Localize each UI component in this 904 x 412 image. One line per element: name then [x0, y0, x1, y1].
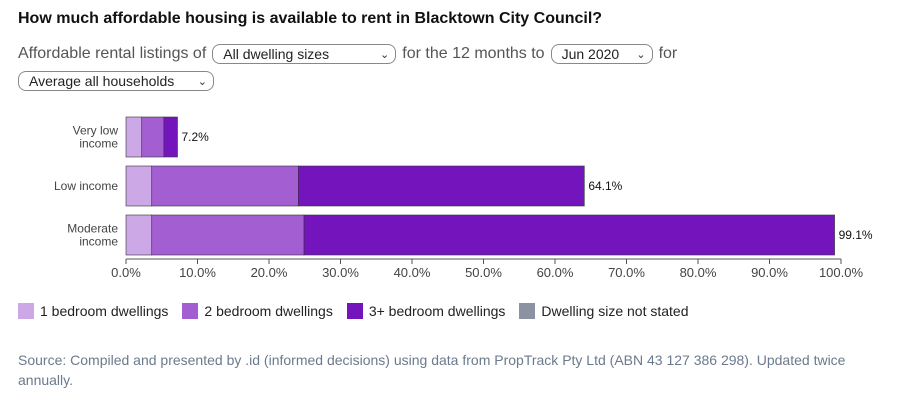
bar-segment: [303, 214, 835, 256]
legend-item: 1 bedroom dwellings: [18, 303, 168, 319]
category-label: Moderate income: [67, 222, 118, 249]
chevron-down-icon: ⌄: [197, 75, 207, 88]
x-tick-label: 80.0%: [680, 265, 717, 280]
x-tick-label: 60.0%: [537, 265, 574, 280]
x-tick-label: 20.0%: [251, 265, 288, 280]
bar-total-label: 99.1%: [839, 228, 873, 242]
bar-total-label: 7.2%: [181, 130, 209, 144]
filter-sentence-line2: Average all households ⌄: [18, 71, 214, 91]
x-tick-label: 40.0%: [394, 265, 431, 280]
legend-label: 3+ bedroom dwellings: [368, 303, 506, 319]
category-label: Very low income: [73, 124, 119, 151]
legend-label: 2 bedroom dwellings: [204, 303, 333, 319]
filter-prefix-text: Affordable rental listings of: [18, 45, 207, 62]
bar-segment: [125, 214, 153, 256]
chart-legend: 1 bedroom dwellings 2 bedroom dwellings 3+…: [18, 303, 702, 319]
filter-sentence: Affordable rental listings of All dwelli…: [18, 44, 677, 64]
dwelling-size-select[interactable]: All dwelling sizes ⌄: [212, 44, 397, 64]
legend-item: Dwelling size not stated: [519, 303, 688, 319]
dwelling-size-select-value: All dwelling sizes: [223, 46, 330, 62]
x-tick-label: 70.0%: [608, 265, 645, 280]
filter-suffix-text: for: [658, 45, 678, 62]
source-note: Source: Compiled and presented by .id (i…: [18, 352, 846, 388]
x-tick-label: 90.0%: [751, 265, 788, 280]
x-tick-label: 50.0%: [465, 265, 502, 280]
stacked-bar-chart: Very low income Low income Moderate income 7.…: [54, 116, 873, 280]
household-type-select-value: Average all households: [29, 73, 175, 89]
legend-swatch: [346, 303, 363, 319]
period-select[interactable]: Jun 2020 ⌄: [550, 44, 653, 64]
bar-total-label: 64.1%: [588, 179, 622, 193]
household-type-select[interactable]: Average all households ⌄: [18, 71, 214, 91]
chevron-down-icon: ⌄: [636, 48, 646, 61]
legend-swatch: [519, 303, 536, 319]
bar-segment: [298, 165, 585, 207]
x-tick-label: 30.0%: [322, 265, 359, 280]
filter-middle-text: for the 12 months to: [402, 45, 545, 62]
bar-segment: [141, 116, 165, 158]
bar-segment: [125, 116, 143, 158]
x-tick-label: 10.0%: [179, 265, 216, 280]
category-label: Low income: [54, 179, 118, 193]
chart-title: How much affordable housing is available…: [18, 10, 603, 27]
chevron-down-icon: ⌄: [380, 48, 390, 61]
bar-segment: [151, 214, 305, 256]
bar-segment: [163, 116, 178, 158]
legend-item: 3+ bedroom dwellings: [346, 303, 506, 319]
x-tick-label: 0.0%: [111, 265, 141, 280]
legend-swatch: [18, 303, 34, 319]
legend-label: Dwelling size not stated: [541, 303, 689, 319]
legend-swatch: [182, 303, 199, 319]
legend-item: 2 bedroom dwellings: [182, 303, 333, 319]
period-select-value: Jun 2020: [561, 46, 620, 62]
legend-label: 1 bedroom dwellings: [40, 303, 169, 319]
bar-segment: [125, 165, 153, 207]
bar-segment: [151, 165, 299, 207]
x-tick-label: 100.0%: [819, 265, 864, 280]
